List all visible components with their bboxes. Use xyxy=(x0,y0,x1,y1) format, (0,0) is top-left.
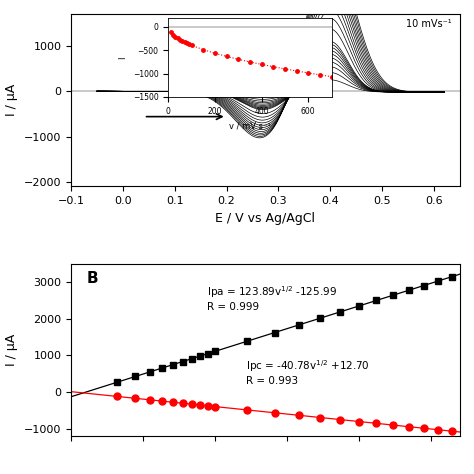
Text: Ipc = -40.78v$^{1/2}$ +12.70
R = 0.993: Ipc = -40.78v$^{1/2}$ +12.70 R = 0.993 xyxy=(246,359,370,386)
X-axis label: E / V vs Ag/AgCl: E / V vs Ag/AgCl xyxy=(216,212,315,225)
Text: Ipa = 123.89v$^{1/2}$ -125.99
R = 0.999: Ipa = 123.89v$^{1/2}$ -125.99 R = 0.999 xyxy=(207,284,337,312)
Y-axis label: I / μA: I / μA xyxy=(5,84,18,117)
Text: 10 mVs⁻¹: 10 mVs⁻¹ xyxy=(406,19,452,29)
Y-axis label: I / μA: I / μA xyxy=(5,334,18,366)
Text: B: B xyxy=(87,271,98,286)
